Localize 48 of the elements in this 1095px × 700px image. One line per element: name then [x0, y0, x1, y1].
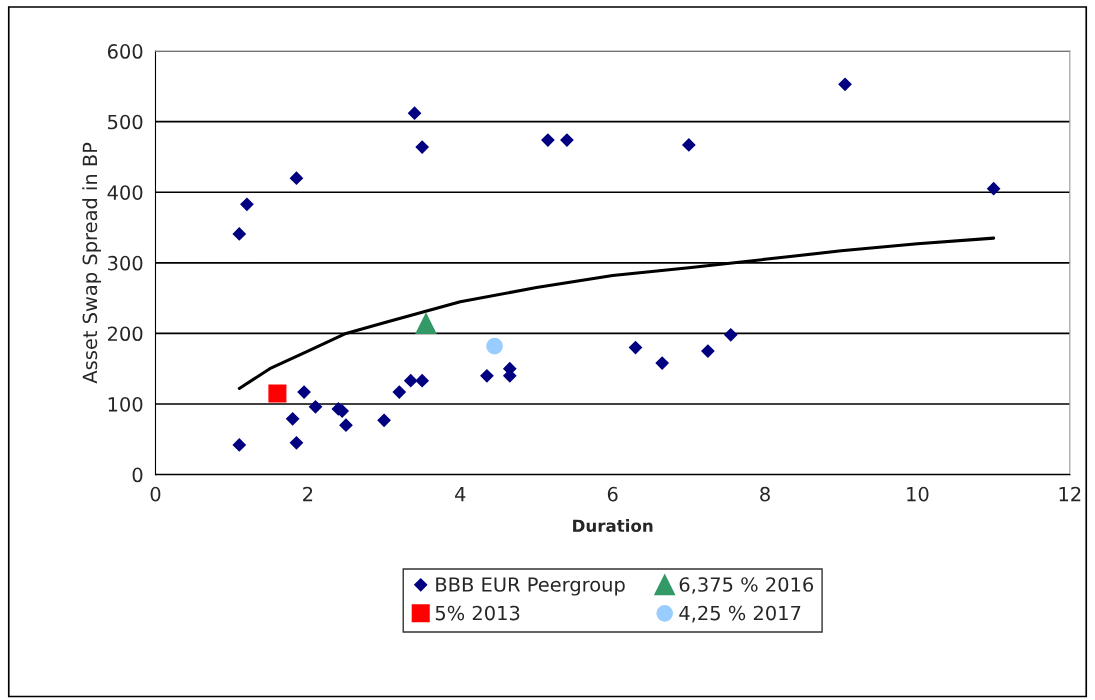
point	[486, 337, 503, 355]
point	[308, 400, 323, 414]
point	[404, 374, 418, 388]
point	[268, 384, 287, 403]
point	[480, 369, 494, 383]
point	[339, 418, 353, 432]
point	[838, 77, 852, 91]
point	[415, 313, 437, 334]
point	[655, 356, 669, 370]
point	[289, 436, 304, 450]
y-tick-label: 600	[107, 44, 143, 59]
y-axis-title: Asset Swap Spread in BP	[82, 142, 102, 384]
y-tick-label: 400	[107, 185, 143, 200]
x-tick-label: 6	[607, 486, 618, 502]
y-tick-label: 200	[107, 326, 143, 342]
point	[701, 344, 715, 358]
point	[987, 182, 1001, 196]
y-tick-label: 0	[132, 467, 143, 483]
point	[232, 227, 246, 241]
y-tick-label: 100	[108, 396, 143, 412]
x-tick-label: 8	[760, 486, 770, 502]
y-tick-label: 500	[108, 114, 143, 130]
point	[377, 413, 391, 427]
legend-label: 5% 2013	[435, 605, 520, 621]
x-tick-label: 12	[1059, 486, 1081, 502]
x-tick-label: 10	[907, 486, 929, 502]
point	[682, 138, 696, 152]
point	[392, 385, 406, 399]
point	[240, 197, 254, 211]
legend-label: 6,375 % 2016	[679, 577, 814, 594]
point	[724, 328, 738, 342]
legend-label: BBB EUR Peergroup	[436, 577, 625, 596]
point	[286, 412, 300, 426]
point	[289, 171, 304, 185]
legend-label: 4,25 % 2017	[679, 605, 801, 623]
point	[628, 340, 643, 355]
point	[407, 106, 422, 120]
point	[232, 438, 246, 452]
point	[297, 385, 311, 399]
x-tick-label: 0	[150, 486, 161, 502]
point	[560, 133, 574, 147]
x-tick-label: 4	[455, 487, 466, 502]
point	[415, 374, 429, 388]
x-tick-label: 2	[303, 486, 313, 502]
x-axis-title: Duration	[573, 519, 653, 533]
y-tick-label: 300	[108, 255, 143, 271]
point	[415, 140, 429, 154]
point	[541, 133, 555, 147]
